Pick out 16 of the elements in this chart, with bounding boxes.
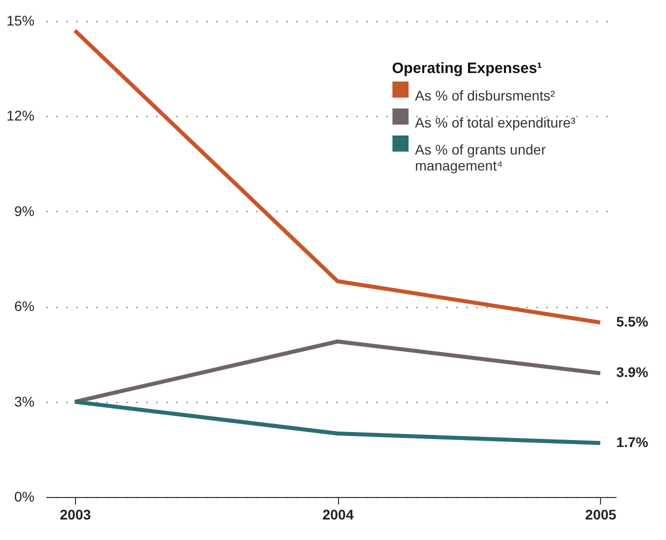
legend-label: As % of total expenditure³ [415,114,576,130]
legend-label: As % of disbursments² [415,88,556,104]
data-label: 3.9% [616,364,649,380]
x-tick-label: 2003 [60,506,92,522]
y-tick-label: 15% [6,12,34,28]
legend-label: As % of grants under management⁴ [415,142,546,174]
data-label: 1.7% [616,434,649,450]
y-tick-label: 0% [14,488,34,504]
x-tick-label: 2004 [322,506,354,522]
legend-title: Operating Expenses¹ [392,60,542,77]
y-tick-label: 6% [14,298,34,314]
y-tick-label: 12% [6,108,34,124]
x-tick-label: 2005 [585,506,617,522]
data-label: 5.5% [616,313,649,330]
y-tick-label: 9% [14,202,34,219]
y-tick-label: 3% [14,393,34,410]
